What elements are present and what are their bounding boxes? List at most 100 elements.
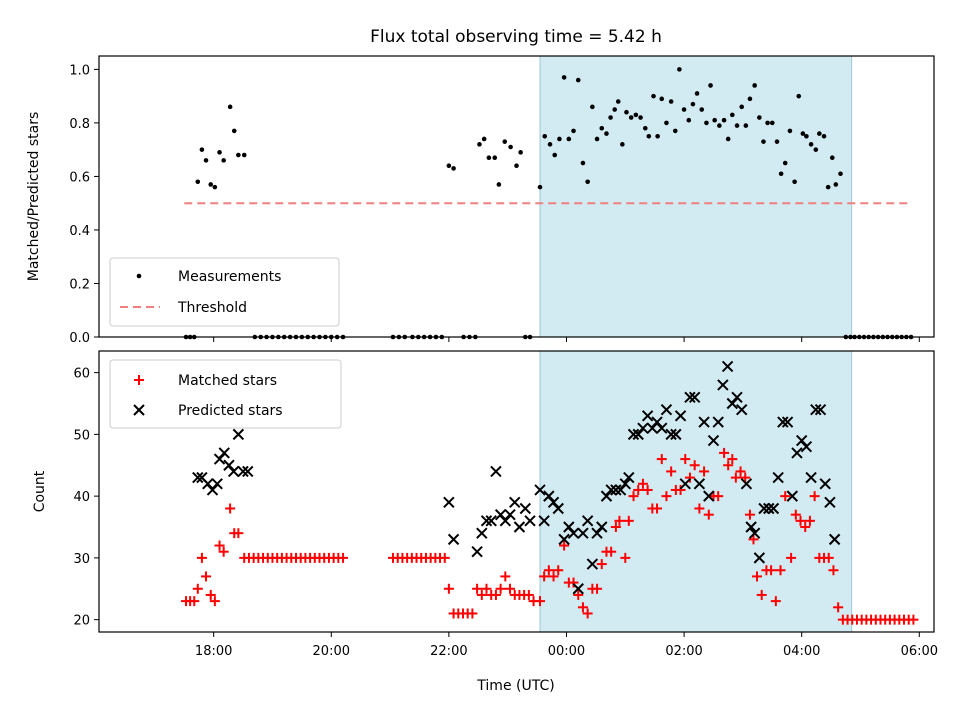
y-tick-label: 20 xyxy=(73,614,90,629)
matched-star-point xyxy=(790,509,801,520)
predicted-star-point xyxy=(563,521,575,533)
predicted-star-point xyxy=(572,583,584,595)
legend-predicted-marker xyxy=(133,404,145,416)
measurement-point xyxy=(481,136,487,142)
measurement-point xyxy=(800,131,806,136)
measurement-point xyxy=(502,139,508,144)
matched-star-point xyxy=(744,509,755,520)
matched-star-point xyxy=(500,571,511,582)
y-tick-label: 1.0 xyxy=(69,63,90,78)
measurement-point xyxy=(739,104,745,110)
predicted-star-point xyxy=(519,502,532,515)
predicted-star-point xyxy=(828,533,841,546)
measurement-point xyxy=(552,152,558,158)
matched-star-point xyxy=(548,571,559,582)
predicted-star-point xyxy=(218,447,230,459)
predicted-star-point xyxy=(641,410,654,422)
predicted-star-point xyxy=(499,515,512,527)
measurement-point xyxy=(638,115,643,120)
y-tick-label: 0.2 xyxy=(69,277,90,292)
predicted-star-point xyxy=(763,502,775,515)
matched-star-point xyxy=(467,608,478,619)
x-tick-label: 04:00 xyxy=(783,644,820,659)
measurement-point xyxy=(615,99,621,104)
predicted-star-point xyxy=(586,558,599,570)
predicted-star-point xyxy=(524,515,536,527)
predicted-star-point xyxy=(740,478,753,490)
matched-star-point xyxy=(543,565,554,576)
matched-star-point xyxy=(559,540,570,551)
matched-star-point xyxy=(699,466,710,477)
bottom-panel: 20 30 40 50 60 18:00 20:00 22:00 00:00 02:00 04:0… xyxy=(32,350,938,694)
measurement-point xyxy=(518,150,523,155)
measurement-point xyxy=(743,123,749,128)
measurement-point xyxy=(217,150,222,155)
measurement-point xyxy=(672,128,678,134)
predicted-star-point xyxy=(712,416,724,428)
matched-star-point xyxy=(689,460,700,471)
predicted-star-point xyxy=(665,428,677,441)
predicted-star-point xyxy=(223,459,235,471)
measurement-point xyxy=(712,117,717,123)
x-tick-label: 18:00 xyxy=(195,644,232,659)
predicted-star-point xyxy=(819,478,831,490)
predicted-star-point xyxy=(600,490,613,502)
measurement-point xyxy=(813,147,819,152)
y-tick-label: 0.4 xyxy=(69,224,90,239)
matched-star-point xyxy=(775,565,786,576)
measurement-point xyxy=(796,93,802,99)
measurement-point xyxy=(747,96,753,102)
measurement-point xyxy=(633,112,639,118)
predicted-star-point xyxy=(543,490,555,502)
matched-star-point xyxy=(476,589,487,600)
matched-star-point xyxy=(727,454,738,465)
matched-star-point xyxy=(568,577,579,588)
predicted-star-point xyxy=(211,478,223,490)
predicted-star-point xyxy=(623,471,635,484)
measurement-point xyxy=(765,120,770,126)
matched-star-point xyxy=(218,546,229,557)
y-tick-label: 0.0 xyxy=(69,331,90,346)
legend-threshold-label: Threshold xyxy=(177,300,247,316)
predicted-star-point xyxy=(767,502,780,515)
matched-star-point xyxy=(610,522,621,533)
matched-star-point xyxy=(481,583,492,594)
matched-star-point xyxy=(620,552,631,563)
measurement-point xyxy=(580,160,586,166)
measurement-point xyxy=(590,104,595,110)
matched-star-point xyxy=(553,565,564,576)
matched-star-point xyxy=(908,614,919,625)
measurement-point xyxy=(451,166,456,171)
predicted-star-point xyxy=(206,484,219,496)
predicted-star-point xyxy=(656,422,668,434)
measurement-point xyxy=(241,152,247,158)
matched-star-point xyxy=(735,466,746,477)
matched-star-point xyxy=(730,472,741,483)
x-tick-label: 06:00 xyxy=(901,644,938,659)
predicted-star-point xyxy=(627,428,640,441)
bottom-y-axis-label: Count xyxy=(32,470,48,512)
predicted-star-point xyxy=(646,422,659,434)
measurement-point xyxy=(557,136,562,142)
measurement-point xyxy=(681,107,687,112)
predicted-star-point xyxy=(684,391,696,404)
predicted-star-point xyxy=(674,410,687,422)
measurement-point xyxy=(704,120,709,126)
measurement-point xyxy=(664,120,669,126)
matched-star-point xyxy=(740,472,751,483)
measurement-point xyxy=(730,112,735,118)
predicted-star-point xyxy=(202,478,214,490)
predicted-star-point xyxy=(447,533,460,546)
predicted-star-point xyxy=(698,416,710,428)
predicted-star-point xyxy=(242,465,254,478)
observing-window-shade-bottom xyxy=(539,350,853,633)
matched-star-point xyxy=(495,583,506,594)
measurement-point xyxy=(686,117,692,123)
matched-star-point xyxy=(614,515,625,526)
matched-star-point xyxy=(623,515,634,526)
matched-star-point xyxy=(703,509,714,520)
measurement-point xyxy=(208,182,214,187)
predicted-star-point xyxy=(443,496,455,509)
predicted-star-point xyxy=(476,527,488,539)
